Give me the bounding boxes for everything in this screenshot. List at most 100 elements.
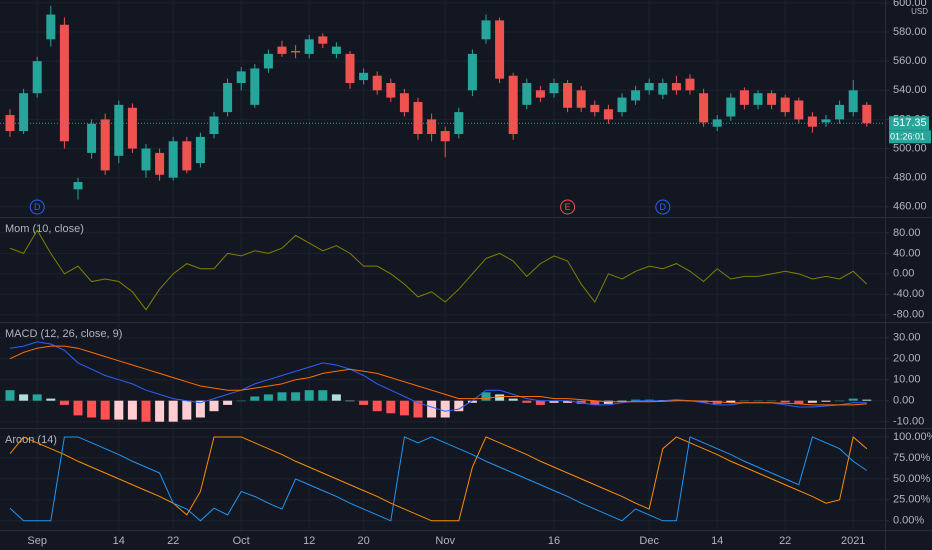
candle-body: [508, 75, 518, 134]
candle-body: [223, 83, 233, 113]
candle-body: [807, 116, 817, 127]
x-tick-label: 22: [167, 535, 179, 547]
histogram-bar: [413, 400, 423, 418]
indicator-line: [9, 436, 868, 522]
candle-body: [114, 104, 124, 156]
event-marker: [29, 199, 45, 215]
candle-body: [141, 148, 151, 171]
histogram-bar: [263, 394, 273, 401]
histogram-bar: [182, 400, 192, 420]
candle-body: [671, 83, 681, 91]
histogram-bar: [372, 400, 382, 412]
histogram-bar: [644, 399, 654, 401]
countdown-box: [889, 130, 931, 144]
candle-body: [372, 75, 382, 91]
candle-body: [195, 136, 205, 164]
candle-body: [726, 97, 736, 117]
candle-body: [603, 109, 613, 120]
x-tick-label: 14: [711, 535, 723, 547]
candle-body: [331, 46, 341, 54]
y-tick-label: 0.00: [893, 268, 914, 280]
histogram-bar: [318, 390, 328, 401]
histogram-bar: [780, 400, 790, 403]
histogram-bar: [467, 400, 477, 403]
candle-body: [658, 83, 668, 95]
event-marker: [655, 199, 671, 215]
event-label: D: [660, 202, 667, 212]
last-price-label: 517.35: [893, 117, 927, 129]
histogram-bar: [277, 392, 287, 401]
panel-title: Mom (10, close): [5, 223, 84, 235]
candle-body: [250, 68, 260, 105]
histogram-bar: [835, 400, 845, 402]
histogram-bar: [631, 399, 641, 401]
y-tick-label: 75.00%: [893, 452, 931, 464]
histogram-bar: [481, 392, 491, 401]
y-tick-label: 30.00: [893, 332, 921, 344]
candle-body: [481, 20, 491, 40]
histogram-bar: [141, 400, 151, 422]
candle-body: [263, 53, 273, 69]
histogram-bar: [440, 400, 450, 418]
candle-body: [454, 112, 464, 134]
candle-body: [699, 93, 709, 123]
histogram-bar: [576, 400, 586, 404]
y-tick-label: 10.00: [893, 374, 921, 386]
histogram-bar: [522, 400, 532, 403]
histogram-bar: [236, 400, 246, 402]
y-tick-label: 480.00: [893, 172, 927, 184]
histogram-bar: [617, 400, 627, 402]
candle-body: [644, 83, 654, 91]
histogram-bar: [767, 400, 777, 402]
event-label: D: [34, 202, 41, 212]
histogram-bar: [195, 400, 205, 418]
histogram-bar: [291, 392, 301, 401]
y-tick-label: 25.00%: [893, 494, 931, 506]
candle-body: [386, 83, 396, 98]
histogram-bar: [209, 400, 219, 412]
histogram-bar: [753, 400, 763, 402]
candle-body: [318, 36, 328, 44]
candle-body: [821, 119, 831, 123]
candle-body: [19, 93, 29, 132]
candle-body: [467, 53, 477, 91]
x-tick-label: 2021: [841, 535, 865, 547]
candle-body: [590, 104, 600, 113]
x-tick-label: 16: [548, 535, 560, 547]
x-tick-label: 20: [357, 535, 369, 547]
candle-body: [46, 14, 56, 40]
histogram-bar: [127, 400, 137, 420]
y-tick-label: -80.00: [893, 309, 924, 321]
y-tick-label: 20.00: [893, 353, 921, 365]
histogram-bar: [603, 400, 613, 404]
x-tick-label: Oct: [233, 535, 250, 547]
histogram-bar: [535, 400, 545, 405]
candle-body: [848, 90, 858, 113]
candle-body: [182, 141, 192, 171]
candle-body: [535, 90, 545, 98]
histogram-bar: [304, 390, 314, 401]
candle-body: [100, 119, 110, 171]
candle-body: [549, 83, 559, 94]
x-tick-label: Dec: [639, 535, 659, 547]
histogram-bar: [590, 400, 600, 405]
candle-body: [780, 97, 790, 113]
indicator-line: [9, 229, 868, 311]
panel-title: MACD (12, 26, close, 9): [5, 328, 122, 340]
candle-body: [291, 50, 301, 53]
candle-body: [168, 141, 178, 178]
candle-body: [277, 46, 287, 54]
y-tick-label: 80.00: [893, 227, 921, 239]
candle-body: [563, 83, 573, 108]
candle-body: [73, 182, 83, 190]
histogram-bar: [386, 400, 396, 414]
candle-body: [155, 152, 165, 175]
y-tick-label: -40.00: [893, 288, 924, 300]
y-tick-label: 460.00: [893, 201, 927, 213]
y-tick-label: -10.00: [893, 416, 924, 428]
y-tick-label: 580.00: [893, 26, 927, 38]
x-tick-label: 22: [779, 535, 791, 547]
candle-body: [127, 107, 137, 149]
